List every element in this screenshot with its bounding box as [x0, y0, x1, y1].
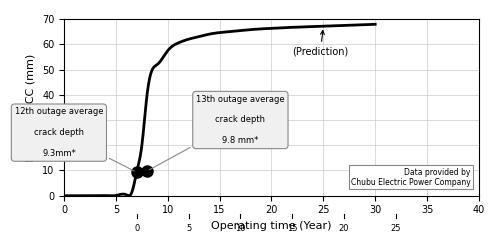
Text: (Prediction): (Prediction) — [292, 30, 348, 57]
Text: 5: 5 — [186, 224, 191, 232]
Text: Data provided by
Chubu Electric Power Company: Data provided by Chubu Electric Power Co… — [351, 168, 470, 187]
Y-axis label: Depth of SCC (mm): Depth of SCC (mm) — [26, 53, 36, 162]
Text: 20: 20 — [339, 224, 349, 232]
X-axis label: Operating time (Year): Operating time (Year) — [211, 221, 332, 231]
Text: 0: 0 — [134, 224, 140, 232]
Text: 12th outage average

crack depth

9.3mm*: 12th outage average crack depth 9.3mm* — [14, 107, 134, 171]
Text: 25: 25 — [390, 224, 401, 232]
Text: 15: 15 — [287, 224, 298, 232]
Text: 13th outage average

crack depth

9.8 mm*: 13th outage average crack depth 9.8 mm* — [150, 95, 284, 170]
Text: 10: 10 — [235, 224, 246, 232]
